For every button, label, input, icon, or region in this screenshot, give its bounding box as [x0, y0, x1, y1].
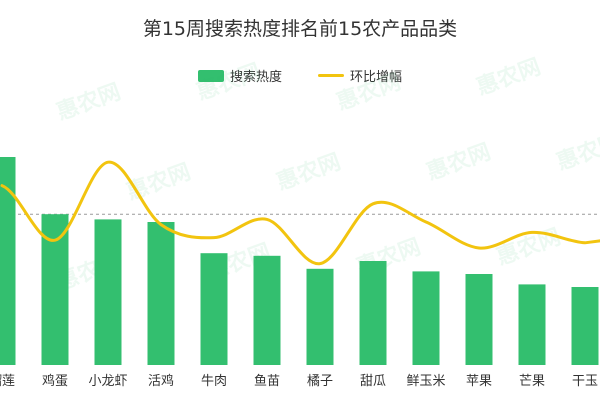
watermark-text: 惠农网: [553, 129, 600, 176]
bar-橘子: [306, 268, 334, 365]
x-tick-label: 鸡蛋: [42, 373, 68, 389]
watermark-text: 惠农网: [423, 139, 494, 186]
x-tick-label: 榴莲: [0, 374, 15, 389]
x-tick-label: 甜瓜: [360, 373, 386, 389]
bar-鲜玉米: [412, 271, 440, 365]
bar-甜瓜: [359, 261, 387, 365]
legend-label-growth: 环比增幅: [350, 70, 403, 85]
bar-苹果: [465, 274, 493, 365]
watermark-text: 惠农网: [473, 54, 544, 101]
x-tick-label: 芒果: [519, 373, 545, 389]
bar-牛肉: [200, 253, 228, 365]
x-tick-label: 苹果: [466, 374, 492, 389]
watermark-text: 惠农网: [273, 149, 344, 196]
growth-line: [0, 160, 600, 266]
watermark-text: 惠农网: [123, 159, 194, 206]
x-tick-label: 干玉: [572, 374, 598, 389]
bar-鱼苗: [253, 255, 281, 365]
x-tick-label: 鲜玉米: [406, 374, 445, 389]
x-tick-label: 橘子: [307, 373, 333, 389]
bar-活鸡: [147, 222, 175, 365]
bar-小龙虾: [94, 219, 122, 365]
watermark-text: 惠农网: [493, 224, 564, 271]
x-tick-label: 牛肉: [201, 374, 227, 389]
bar-芒果: [518, 284, 546, 365]
legend: 搜索热度 环比增幅: [0, 66, 600, 85]
x-tick-label: 小龙虾: [88, 374, 127, 389]
legend-item-growth[interactable]: 环比增幅: [318, 66, 402, 85]
legend-label-search-heat: 搜索热度: [229, 70, 282, 85]
x-tick-label: 活鸡: [148, 373, 174, 389]
watermark-text: 惠农网: [53, 79, 124, 126]
legend-swatch-line: [318, 74, 344, 77]
chart-title: 第15周搜索热度排名前15农产品品类: [142, 18, 458, 40]
watermark-text: 惠农网: [333, 69, 404, 116]
watermark-text: 惠农网: [193, 59, 264, 106]
bar-干玉: [571, 287, 599, 365]
legend-swatch-bar: [197, 69, 224, 82]
x-tick-label: 鱼苗: [254, 373, 280, 389]
bar-榴莲: [0, 157, 16, 365]
legend-item-search-heat[interactable]: 搜索热度: [197, 66, 282, 85]
